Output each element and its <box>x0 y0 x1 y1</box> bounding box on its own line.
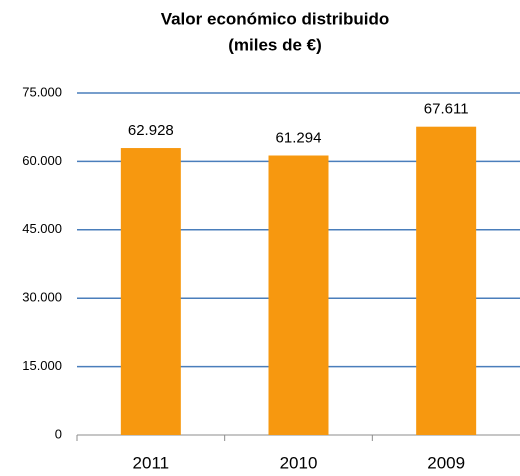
y-tick-label: 45.000 <box>22 221 62 236</box>
x-tick-label: 2010 <box>280 453 318 472</box>
y-tick-label: 30.000 <box>22 290 62 305</box>
y-tick-label: 60.000 <box>22 153 62 168</box>
y-tick-label: 0 <box>55 426 62 441</box>
data-label: 62.928 <box>128 122 174 139</box>
chart-title: (miles de €) <box>228 35 322 54</box>
x-tick-label: 2011 <box>133 453 170 472</box>
bar <box>120 148 181 435</box>
data-label: 61.294 <box>276 129 322 146</box>
bar <box>416 126 477 435</box>
y-tick-label: 15.000 <box>22 358 62 373</box>
data-label: 67.611 <box>424 101 469 118</box>
chart-title: Valor económico distribuido <box>161 9 390 28</box>
bar <box>268 155 329 435</box>
x-tick-label: 2009 <box>427 453 465 472</box>
y-tick-label: 75.000 <box>22 84 62 99</box>
